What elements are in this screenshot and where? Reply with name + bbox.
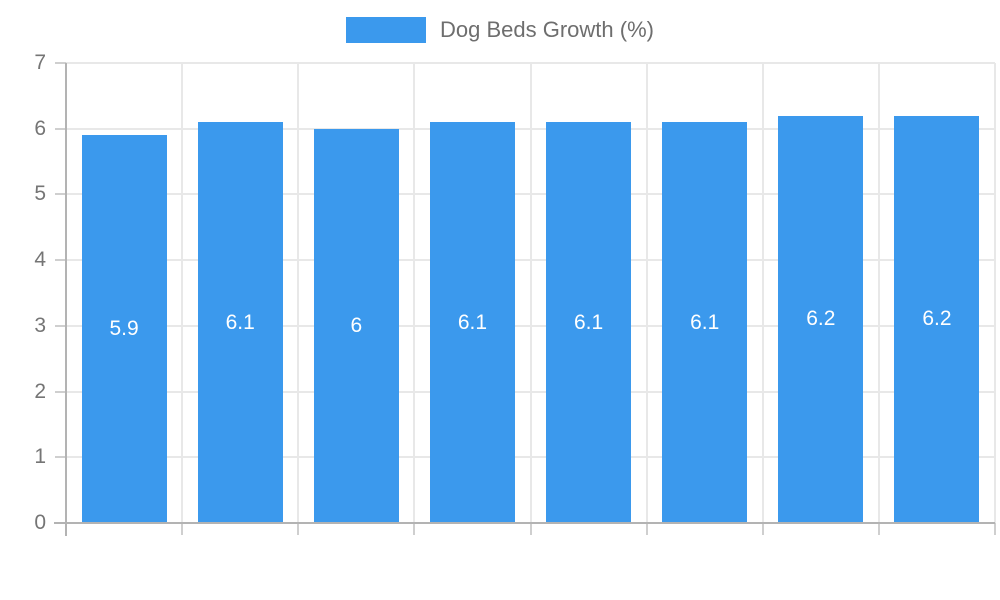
bar[interactable]: 6 — [313, 128, 399, 523]
x-axis-tick — [645, 523, 648, 535]
bar[interactable]: 6.1 — [429, 122, 515, 523]
legend-label: Dog Beds Growth (%) — [440, 17, 654, 42]
bar-value-label: 6.2 — [922, 307, 952, 331]
x-axis-tick — [297, 523, 300, 535]
vertical-gridline — [529, 63, 532, 523]
x-axis-tick — [181, 523, 184, 535]
y-tick-label: 1 — [34, 445, 46, 469]
x-axis-line — [54, 522, 995, 524]
bar-value-label: 6.1 — [573, 310, 604, 334]
y-axis-line — [65, 63, 67, 536]
bar-value-label: 6 — [350, 313, 363, 337]
y-tick-label: 6 — [34, 116, 46, 140]
bar[interactable]: 6.1 — [197, 122, 283, 523]
x-axis-tick — [529, 523, 532, 535]
bar[interactable]: 6.2 — [894, 115, 980, 523]
x-axis-tick — [994, 523, 996, 535]
bar-value-label: 6.1 — [457, 310, 488, 334]
vertical-gridline — [297, 63, 300, 523]
vertical-gridline — [181, 63, 184, 523]
vertical-gridline — [761, 63, 764, 523]
vertical-gridline — [877, 63, 880, 523]
y-axis-tick — [55, 456, 66, 459]
x-axis-tick — [413, 523, 416, 535]
y-tick-label: 4 — [34, 248, 46, 272]
y-axis-tick — [55, 324, 66, 327]
y-tick-label: 2 — [34, 379, 46, 403]
x-axis-tick — [877, 523, 880, 535]
y-tick-label: 0 — [34, 511, 46, 534]
y-axis-tick — [55, 193, 66, 196]
vertical-gridline — [994, 63, 996, 523]
bar[interactable]: 5.9 — [81, 135, 167, 523]
bar-value-label: 6.2 — [806, 307, 836, 331]
vertical-gridline — [645, 63, 648, 523]
y-axis-tick — [55, 62, 66, 64]
y-axis-tick — [55, 127, 66, 130]
y-tick-label: 7 — [34, 51, 46, 74]
y-axis-tick — [55, 259, 66, 262]
bar-value-label: 5.9 — [109, 317, 139, 341]
bar[interactable]: 6.2 — [778, 115, 864, 523]
bar[interactable]: 6.1 — [662, 122, 748, 523]
y-tick-label: 5 — [34, 182, 46, 206]
vertical-gridline — [413, 63, 416, 523]
x-axis-tick — [761, 523, 764, 535]
legend-swatch-icon — [346, 17, 427, 43]
y-tick-label: 3 — [34, 313, 46, 337]
y-axis-tick — [55, 390, 66, 393]
bar[interactable]: 6.1 — [546, 122, 632, 523]
bar-value-label: 6.1 — [690, 310, 720, 334]
legend-item[interactable]: Dog Beds Growth (%) — [0, 17, 1000, 43]
bar-value-label: 6.1 — [225, 310, 255, 334]
